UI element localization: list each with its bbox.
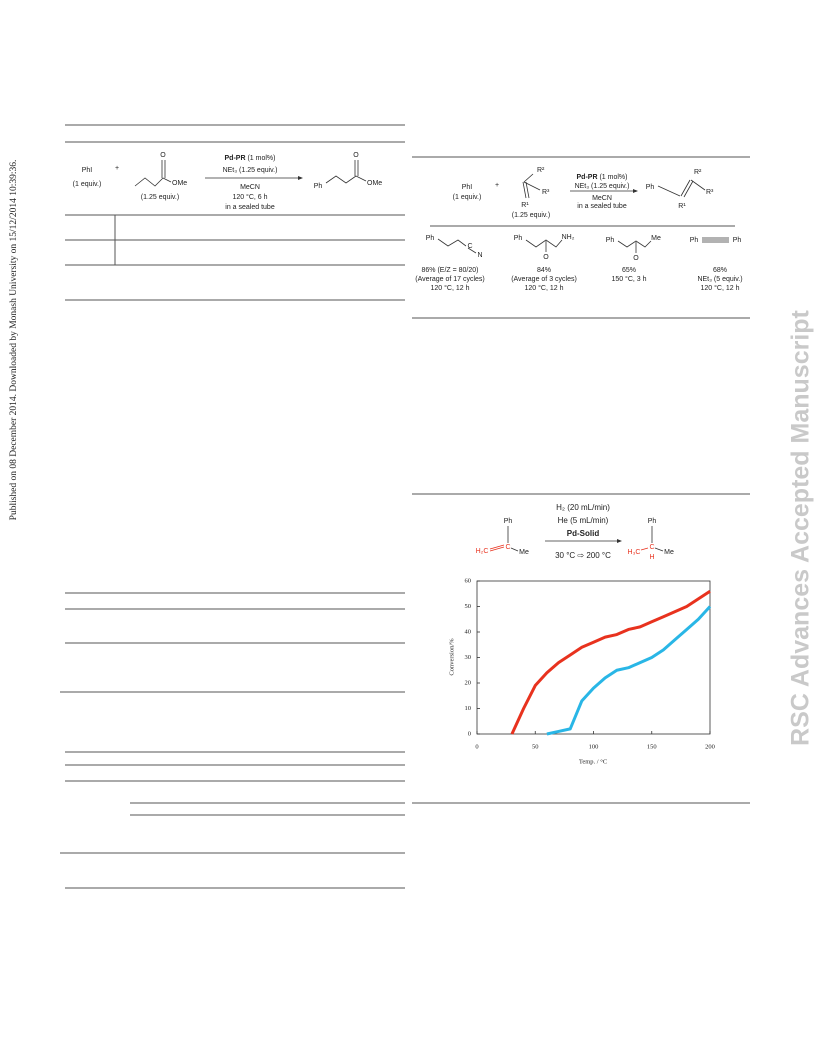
y-tick-label: 60 [465, 577, 472, 584]
reactant: PhI [82, 167, 93, 174]
base: NEt₃ (1.25 equiv.) [575, 183, 630, 190]
chart: Temp. / °C Conversion/% 0 50 100 150 200 0 10 2… [448, 577, 714, 765]
atom: H₃C [628, 549, 641, 556]
atom: C [649, 544, 654, 551]
note: 120 °C, 12 h [431, 284, 470, 292]
reactant: PhI [462, 184, 473, 191]
loading: (1 mol%) [247, 155, 275, 162]
plus: + [115, 165, 119, 172]
rules [60, 124, 750, 889]
data-line [510, 589, 711, 735]
equiv: (1.25 equiv.) [141, 194, 179, 201]
x-axis-label: Temp. / °C [579, 758, 607, 765]
loading: (1 mol%) [599, 174, 627, 181]
atom: C [505, 544, 510, 551]
yield: 68% [713, 267, 727, 274]
atom: O [543, 254, 549, 261]
yield: 84% [537, 267, 551, 274]
equiv: (1 equiv.) [453, 194, 482, 201]
atom: Ph [426, 235, 435, 242]
atom: Me [651, 235, 661, 242]
substituent: R³ [542, 189, 550, 196]
note: 120 °C, 12 h [701, 284, 740, 292]
note: 120 °C, 12 h [525, 284, 564, 292]
side-note: Published on 08 December 2014. Downloade… [9, 160, 19, 521]
catalyst: Pd-PR (1 mol%) [225, 155, 276, 162]
scheme-right: PhI (1 equiv.) + R² R³ R¹ (1.25 equiv.) … [415, 167, 742, 292]
atom: Ph [648, 518, 657, 525]
substituent: R¹ [521, 202, 529, 209]
atom: Me [519, 549, 529, 556]
yield: 65% [622, 267, 636, 274]
y-tick-label: 0 [468, 730, 471, 737]
atom: O [160, 152, 166, 159]
atom: Ph [690, 237, 699, 244]
plot-frame [476, 580, 711, 735]
temperature: 30 °C ⇨ 200 °C [555, 551, 611, 560]
bond [134, 177, 164, 187]
solvent: MeCN [240, 184, 260, 191]
gas: H₂ (20 mL/min) [556, 503, 610, 512]
y-tick-label: 40 [465, 628, 472, 635]
y-axis-label: Conversion/% [448, 638, 455, 676]
atom: Ph [504, 518, 513, 525]
vessel: in a sealed tube [577, 203, 627, 210]
conditions: 120 °C, 6 h [232, 193, 267, 201]
catalyst-name: Pd-PR [225, 155, 246, 162]
atom: Ph [514, 235, 523, 242]
y-tick-label: 10 [465, 705, 472, 712]
aryl: Ph [314, 183, 323, 190]
catalyst: Pd-PR (1 mol%) [577, 174, 628, 181]
solvent: MeCN [592, 195, 612, 202]
note: (Average of 3 cycles) [511, 276, 577, 283]
atom: N [477, 252, 482, 259]
substituent: R² [537, 167, 545, 174]
scheme-left: PhI (1 equiv.) + O OMe (1.25 equiv.) Pd-… [73, 152, 383, 211]
atom: NH₂ [562, 234, 575, 241]
plus: + [495, 182, 499, 189]
catalyst: Pd-Solid [567, 529, 600, 538]
note: NEt₃ (5 equiv.) [697, 276, 742, 283]
bond [325, 175, 357, 184]
x-tick-label: 200 [705, 743, 715, 750]
equiv: (1 equiv.) [73, 181, 102, 188]
x-tick-label: 50 [532, 743, 539, 750]
note: 150 °C, 3 h [611, 275, 646, 283]
data-line [546, 605, 712, 736]
substituent: R³ [706, 189, 714, 196]
atom: C [467, 243, 472, 250]
y-tick-label: 50 [465, 603, 472, 610]
group: OMe [172, 180, 187, 187]
base: NEt₃ (1.25 equiv.) [223, 167, 278, 174]
hydrogenation-scheme: H₂ (20 mL/min) He (5 mL/min) Pd-Solid 30… [476, 503, 674, 561]
atom: H [649, 554, 654, 561]
aryl: Ph [646, 184, 655, 191]
atom: Ph [606, 237, 615, 244]
atom: O [633, 255, 639, 262]
vessel: in a sealed tube [225, 204, 275, 211]
substituent: R¹ [678, 203, 686, 210]
catalyst-name: Pd-PR [577, 174, 598, 181]
y-tick-label: 20 [465, 679, 472, 686]
watermark: RSC Advances Accepted Manuscript [787, 309, 815, 745]
y-tick-label: 30 [465, 654, 472, 661]
group: OMe [367, 180, 382, 187]
atom: Ph [733, 237, 742, 244]
atom: O [353, 152, 359, 159]
equiv: (1.25 equiv.) [512, 212, 550, 219]
x-tick-label: 150 [647, 743, 657, 750]
note: (Average of 17 cycles) [415, 276, 485, 283]
substituent: R² [694, 169, 702, 176]
atom: Me [664, 549, 674, 556]
yield: 86% (E/Z = 80/20) [421, 267, 478, 274]
x-tick-label: 0 [475, 743, 478, 750]
atom: H₂C [476, 548, 489, 555]
gas: He (5 mL/min) [558, 516, 609, 525]
x-tick-label: 100 [589, 743, 599, 750]
